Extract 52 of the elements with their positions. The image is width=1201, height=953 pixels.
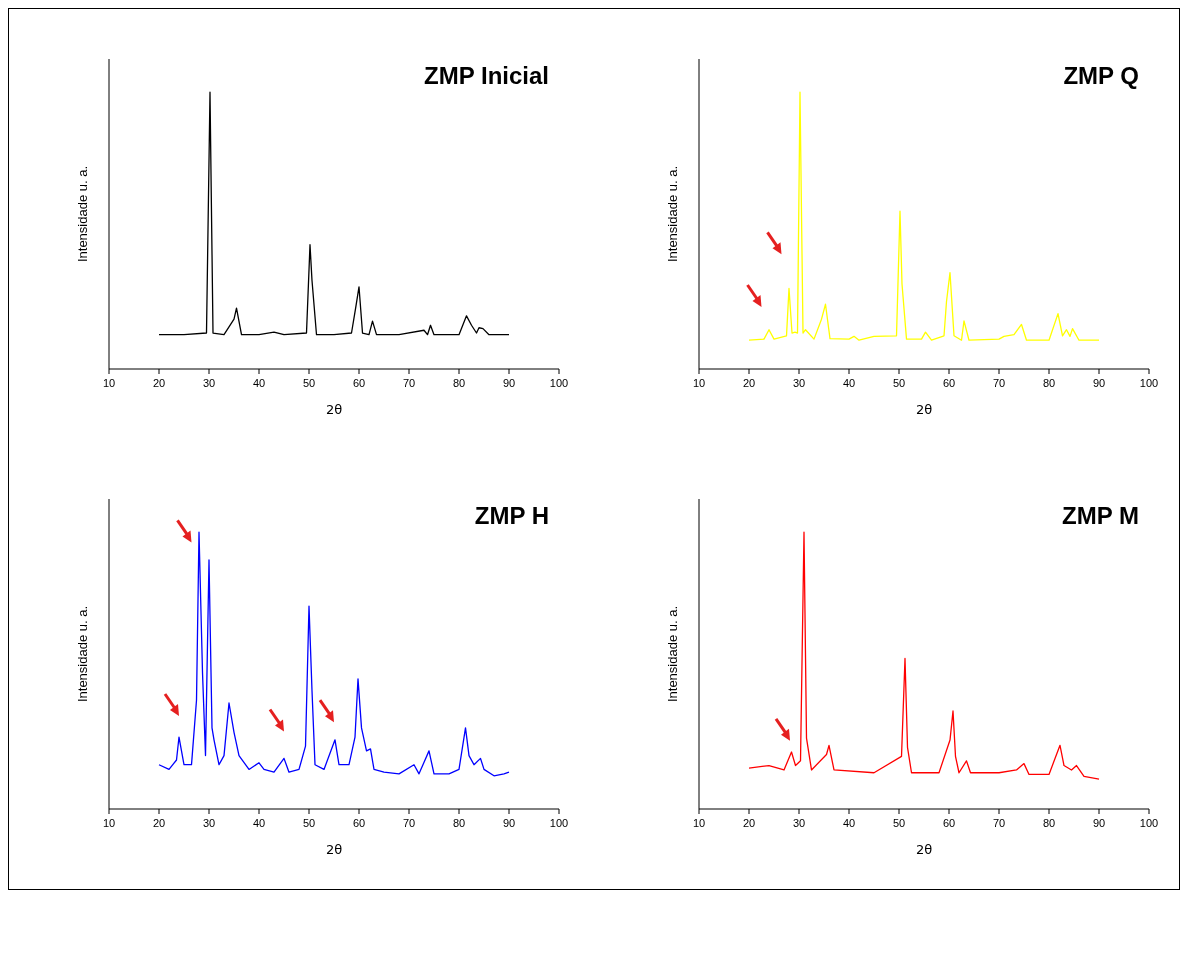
x-tick-label: 40 bbox=[252, 817, 266, 829]
x-tick-label: 50 bbox=[302, 817, 316, 829]
x-tick-label: 10 bbox=[692, 377, 706, 389]
x-tick-label: 60 bbox=[352, 377, 366, 389]
y-axis-title: Intensidade u. a. bbox=[75, 165, 90, 263]
x-tick-label: 20 bbox=[152, 817, 166, 829]
chart-title: ZMP H bbox=[474, 502, 549, 529]
y-axis-title: Intensidade u. a. bbox=[665, 165, 680, 263]
x-tick-label: 40 bbox=[842, 377, 856, 389]
x-tick-label: 10 bbox=[692, 817, 706, 829]
x-tick-label: 30 bbox=[792, 817, 806, 829]
x-axis-title: 2θ bbox=[915, 842, 933, 857]
x-tick-label: 60 bbox=[942, 817, 956, 829]
x-tick-label: 50 bbox=[892, 817, 906, 829]
x-tick-label: 90 bbox=[502, 377, 516, 389]
x-tick-label: 90 bbox=[1092, 377, 1106, 389]
x-tick-label: 20 bbox=[742, 377, 756, 389]
x-axis-title: 2θ bbox=[915, 402, 933, 417]
x-tick-label: 90 bbox=[1092, 817, 1106, 829]
x-tick-label: 100 bbox=[549, 817, 569, 829]
x-tick-label: 10 bbox=[102, 817, 116, 829]
x-tick-label: 90 bbox=[502, 817, 516, 829]
chart-title: ZMP M bbox=[1062, 502, 1139, 529]
x-tick-label: 100 bbox=[1139, 377, 1159, 389]
x-axis-title: 2θ bbox=[325, 842, 343, 857]
x-tick-label: 70 bbox=[992, 817, 1006, 829]
x-tick-label: 40 bbox=[252, 377, 266, 389]
x-tick-label: 30 bbox=[792, 377, 806, 389]
x-tick-label: 100 bbox=[1139, 817, 1159, 829]
x-tick-label: 70 bbox=[402, 817, 416, 829]
x-tick-label: 30 bbox=[202, 817, 216, 829]
x-tick-label: 20 bbox=[742, 817, 756, 829]
x-tick-label: 80 bbox=[1042, 817, 1056, 829]
x-tick-label: 20 bbox=[152, 377, 166, 389]
chart-title: ZMP Q bbox=[1063, 62, 1139, 89]
x-axis-title: 2θ bbox=[325, 402, 343, 417]
x-tick-label: 80 bbox=[452, 817, 466, 829]
chart-title: ZMP Inicial bbox=[424, 62, 549, 89]
x-tick-label: 100 bbox=[549, 377, 569, 389]
y-axis-title: Intensidade u. a. bbox=[665, 605, 680, 703]
x-tick-label: 80 bbox=[452, 377, 466, 389]
x-tick-label: 80 bbox=[1042, 377, 1056, 389]
x-tick-label: 50 bbox=[302, 377, 316, 389]
x-tick-label: 70 bbox=[402, 377, 416, 389]
x-tick-label: 50 bbox=[892, 377, 906, 389]
x-tick-label: 60 bbox=[942, 377, 956, 389]
x-tick-label: 30 bbox=[202, 377, 216, 389]
y-axis-title: Intensidade u. a. bbox=[75, 605, 90, 703]
x-tick-label: 40 bbox=[842, 817, 856, 829]
x-tick-label: 60 bbox=[352, 817, 366, 829]
x-tick-label: 70 bbox=[992, 377, 1006, 389]
x-tick-label: 10 bbox=[102, 377, 116, 389]
